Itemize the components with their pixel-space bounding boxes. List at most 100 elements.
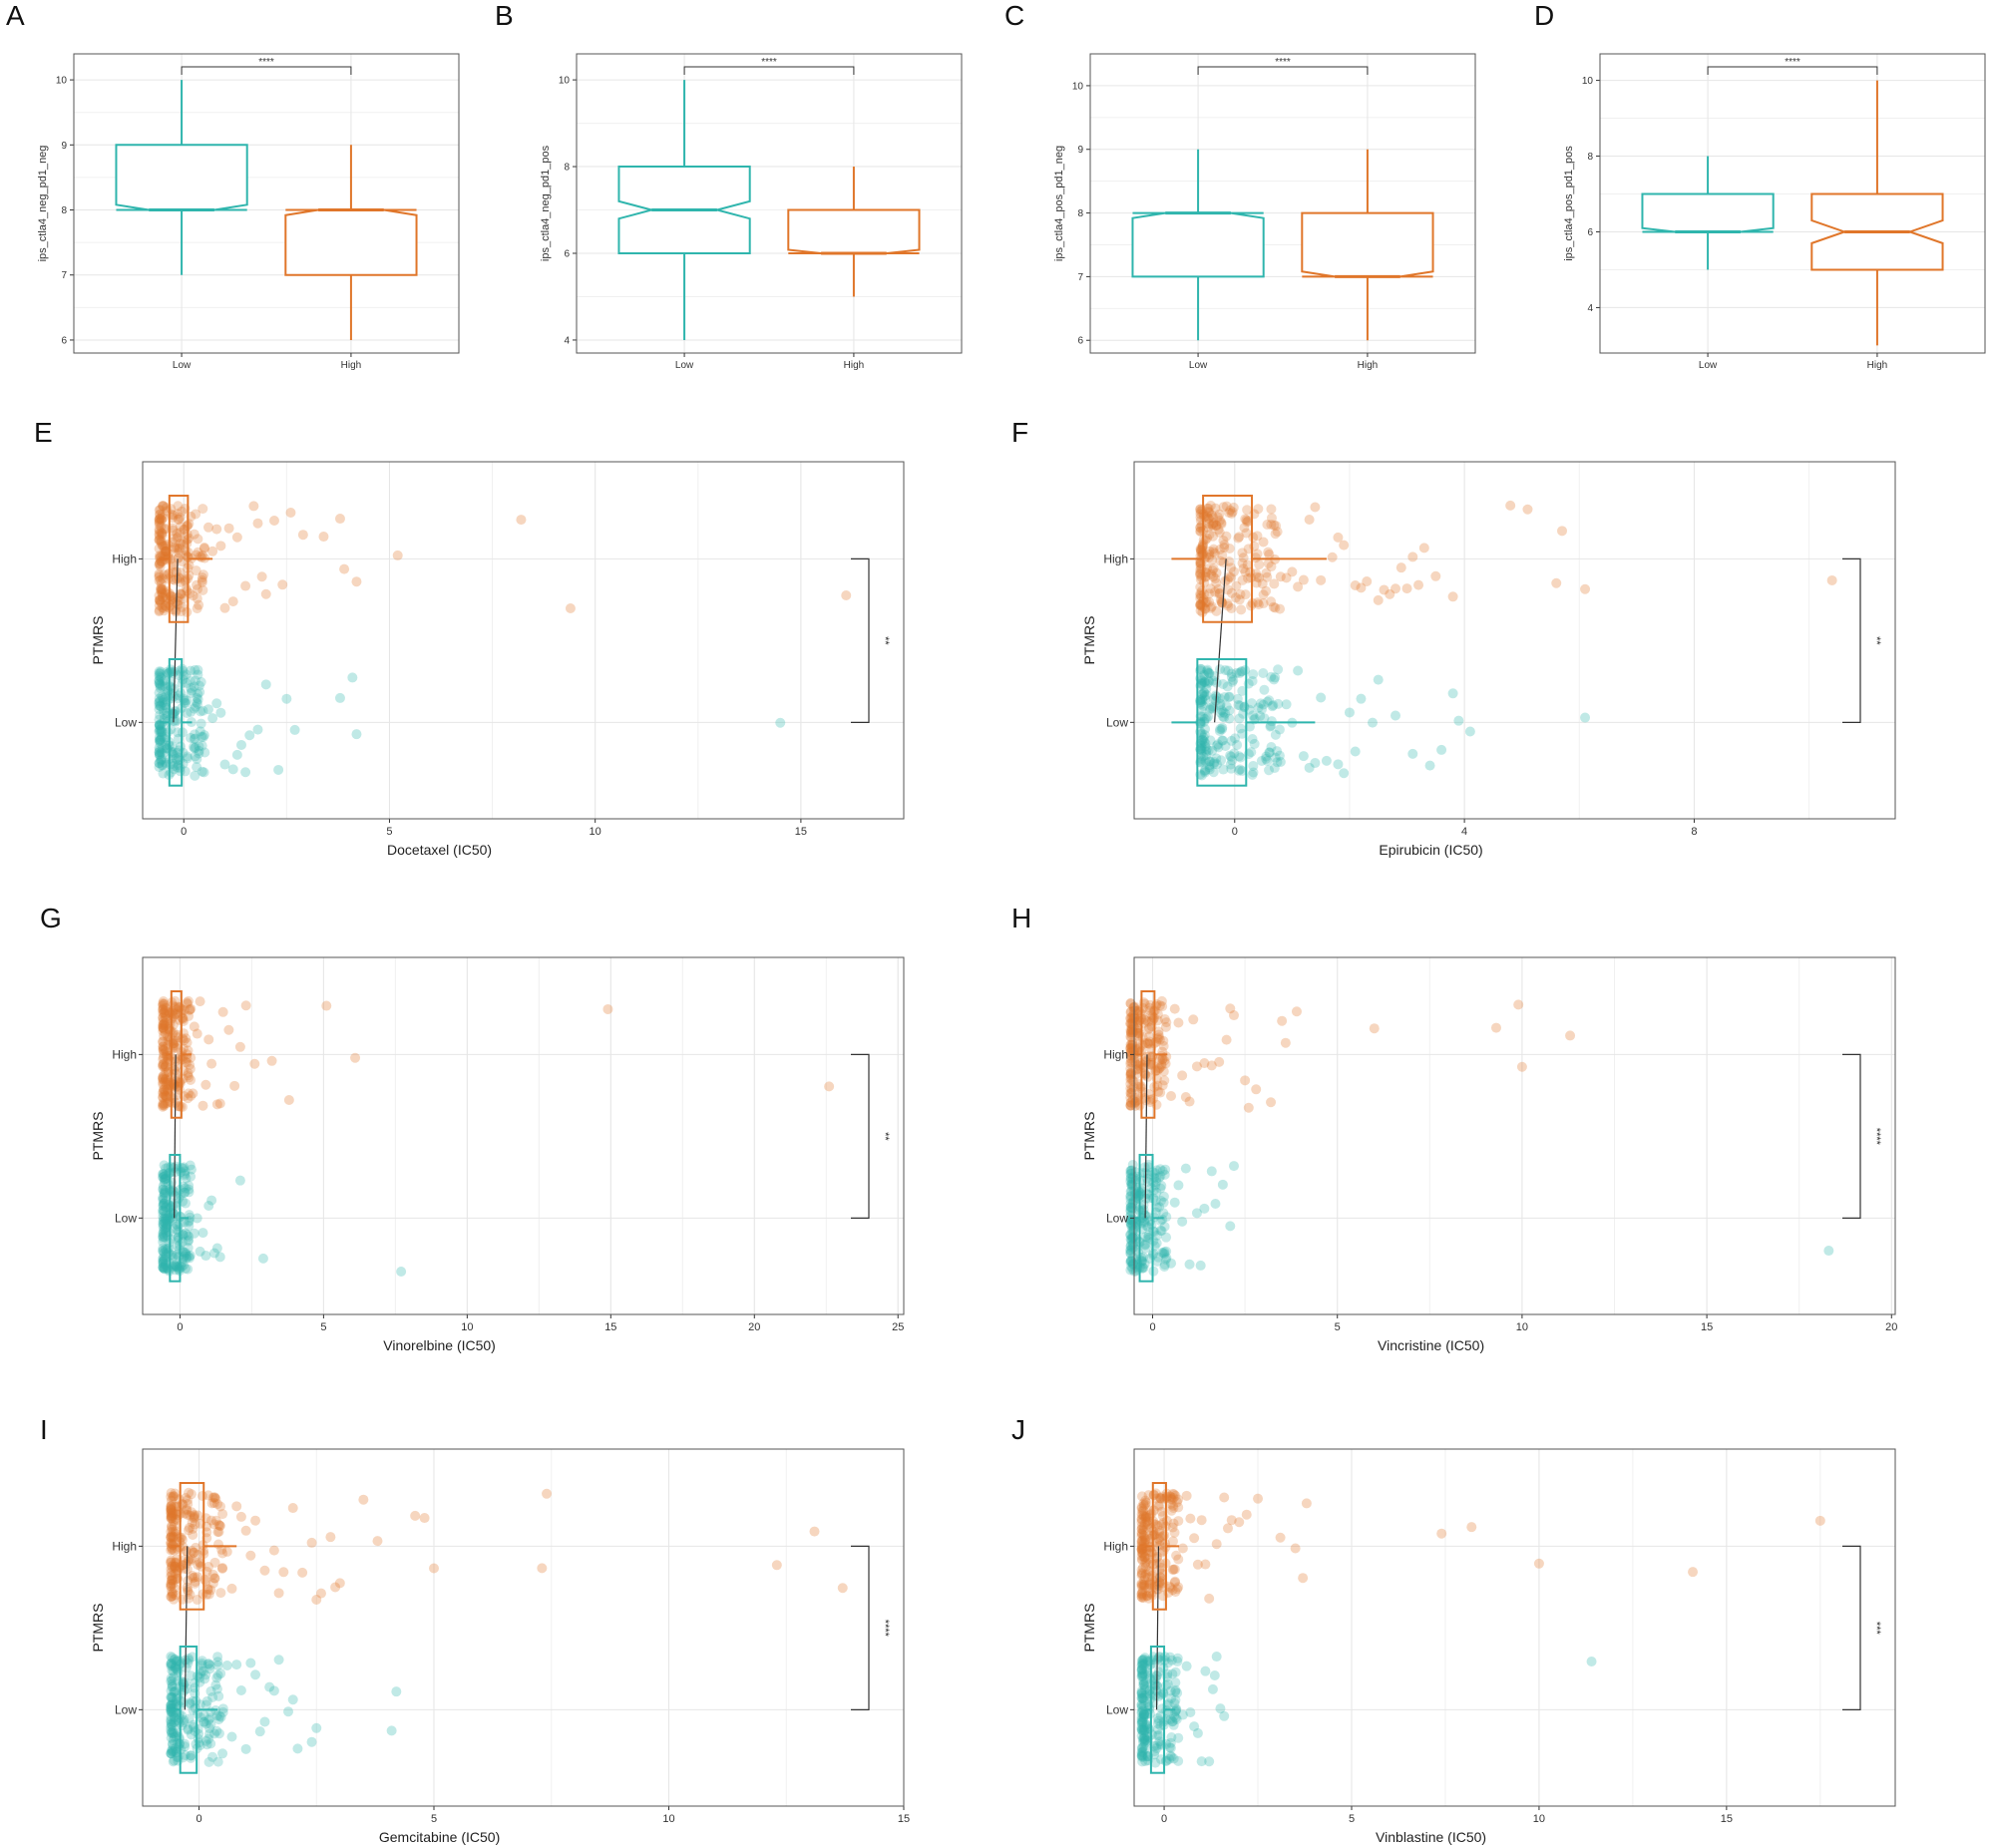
data-point	[158, 1263, 169, 1274]
data-point	[1125, 1234, 1136, 1245]
data-point	[311, 1722, 322, 1733]
data-point	[183, 1243, 194, 1254]
data-point	[168, 560, 179, 571]
data-point	[193, 664, 203, 675]
data-point	[392, 550, 403, 560]
data-point	[166, 504, 177, 515]
significance-label: ****	[258, 57, 274, 68]
significance-label: ****	[879, 1620, 891, 1638]
data-point	[1201, 750, 1212, 761]
data-point	[1127, 1180, 1138, 1191]
data-point	[334, 692, 345, 703]
y-tick-label: High	[112, 1539, 137, 1553]
data-point	[156, 537, 167, 548]
data-point	[1220, 740, 1231, 751]
data-point	[1234, 751, 1245, 762]
data-point	[155, 736, 166, 747]
data-point	[1222, 584, 1233, 595]
data-point	[1586, 1657, 1597, 1667]
data-point	[1125, 1211, 1136, 1222]
y-axis-title: PTMRS	[90, 616, 106, 665]
data-point	[1269, 674, 1280, 685]
data-point	[1248, 760, 1259, 771]
data-point	[167, 1507, 178, 1518]
significance-label: ****	[1275, 57, 1291, 68]
data-point	[1204, 588, 1215, 599]
data-point	[160, 675, 171, 686]
data-point	[1196, 745, 1207, 756]
data-point	[155, 534, 166, 545]
data-point	[1226, 751, 1237, 762]
data-point	[168, 534, 179, 545]
data-point	[1238, 553, 1249, 563]
data-point	[182, 1057, 193, 1068]
data-point	[1196, 729, 1207, 740]
data-point	[350, 1052, 361, 1063]
data-point	[1237, 666, 1248, 677]
data-point	[1203, 513, 1214, 524]
data-point	[1298, 574, 1309, 585]
data-point	[1208, 521, 1219, 532]
data-point	[158, 1074, 169, 1085]
data-point	[1211, 521, 1222, 532]
data-point	[166, 1532, 177, 1543]
data-point	[1204, 760, 1215, 771]
data-point	[1264, 747, 1275, 758]
data-point	[1218, 678, 1229, 689]
data-point	[171, 1042, 182, 1053]
y-tick-label: Low	[1106, 715, 1128, 729]
data-point	[1144, 1005, 1155, 1016]
data-point	[1262, 571, 1273, 582]
data-point	[166, 1579, 177, 1590]
data-point	[1268, 601, 1279, 612]
data-point	[158, 768, 169, 779]
data-point	[1234, 594, 1245, 605]
data-point	[297, 530, 308, 541]
data-point	[1209, 1670, 1220, 1681]
data-point	[159, 1045, 170, 1056]
data-point	[1143, 1038, 1154, 1049]
data-point	[1208, 519, 1219, 530]
data-point	[1169, 1003, 1180, 1014]
data-point	[160, 1086, 171, 1097]
data-point	[1153, 1086, 1164, 1097]
data-point	[1413, 579, 1424, 590]
data-point	[1217, 550, 1228, 560]
data-point	[158, 1012, 169, 1023]
data-point	[1199, 577, 1210, 588]
data-point	[1127, 1040, 1138, 1051]
data-point	[1132, 1064, 1143, 1075]
data-point	[1516, 1061, 1527, 1072]
data-point	[1127, 1159, 1138, 1170]
data-point	[1222, 598, 1233, 609]
data-point	[156, 727, 167, 738]
data-point	[159, 1023, 170, 1034]
panel-label-f: F	[1011, 417, 1029, 448]
data-point	[1202, 533, 1213, 544]
significance-label: **	[879, 1132, 891, 1141]
data-point	[155, 574, 166, 585]
data-point	[1205, 500, 1216, 511]
data-point	[164, 1258, 175, 1269]
data-point	[1274, 724, 1285, 735]
data-point	[1210, 690, 1221, 701]
data-point	[1232, 739, 1243, 750]
data-point	[160, 1044, 171, 1055]
data-point	[174, 548, 185, 558]
data-point	[1215, 544, 1226, 554]
data-point	[1298, 1573, 1309, 1584]
data-point	[1264, 549, 1275, 559]
data-point	[176, 588, 187, 599]
data-point	[180, 766, 191, 777]
data-point	[159, 699, 170, 710]
data-point	[182, 1230, 193, 1241]
data-point	[1227, 755, 1238, 766]
data-point	[347, 672, 358, 683]
data-point	[1132, 1027, 1143, 1038]
data-point	[1221, 501, 1232, 512]
data-point	[775, 717, 786, 728]
data-point	[154, 513, 165, 524]
data-point	[1226, 763, 1237, 774]
data-point	[192, 1213, 202, 1224]
data-point	[1177, 1070, 1188, 1081]
